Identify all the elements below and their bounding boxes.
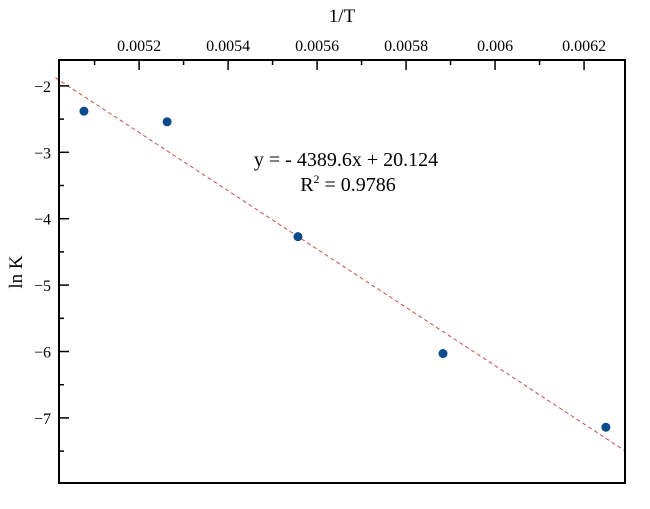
y-axis-ticks: −2 −3 −4 −5 −6 −7	[34, 79, 69, 452]
x-tick-label: 0.0058	[384, 38, 428, 55]
data-point	[601, 422, 611, 432]
data-point	[293, 232, 303, 242]
y-axis-title: ln K	[6, 255, 27, 289]
data-points	[79, 106, 611, 432]
y-tick-label: −6	[34, 345, 51, 362]
y-tick-label: −5	[34, 278, 51, 295]
x-tick-label: 0.0062	[562, 38, 606, 55]
x-axis-ticks: 0.0052 0.0054 0.0056 0.0058 0.006 0.0062	[93, 38, 606, 70]
trendline-equation: y = - 4389.6x + 20.124	[254, 149, 438, 171]
y-tick-label: −7	[34, 411, 51, 428]
plot-frame	[58, 59, 626, 484]
data-point	[79, 106, 89, 116]
x-tick-label: 0.006	[477, 38, 513, 55]
trendline	[55, 77, 626, 452]
data-point	[438, 349, 448, 359]
data-point	[162, 117, 172, 127]
x-tick-label: 0.0056	[295, 38, 339, 55]
x-tick-label: 0.0054	[206, 38, 250, 55]
y-tick-label: −2	[34, 79, 51, 96]
y-tick-label: −4	[34, 212, 51, 229]
x-axis-title: 1/T	[329, 6, 356, 27]
x-tick-label: 0.0052	[117, 38, 161, 55]
y-tick-label: −3	[34, 145, 51, 162]
r-squared-label: R2 = 0.9786	[300, 172, 396, 196]
